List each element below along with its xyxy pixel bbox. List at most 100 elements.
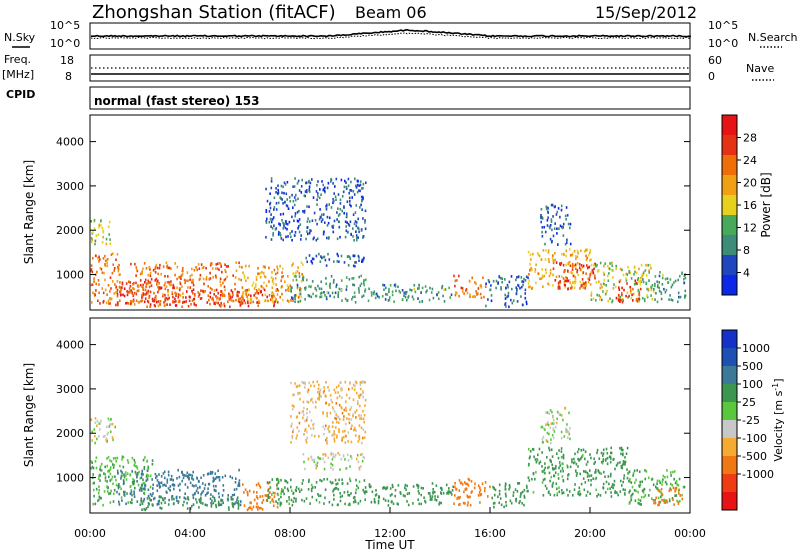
heatmap-cell: [547, 423, 550, 427]
heatmap-cell: [512, 491, 515, 494]
heatmap-cell: [567, 430, 570, 434]
heatmap-cell: [521, 490, 524, 494]
heatmap-cell: [169, 303, 171, 306]
heatmap-cell: [118, 503, 121, 506]
heatmap-cell: [602, 486, 604, 489]
heatmap-cell: [670, 471, 672, 474]
heatmap-cell: [526, 486, 528, 489]
heatmap-cell: [234, 282, 236, 286]
heatmap-cell: [607, 279, 610, 282]
heatmap-cell: [301, 277, 304, 280]
heatmap-cell: [125, 478, 128, 481]
heatmap-cell: [106, 464, 108, 468]
heatmap-cell: [329, 282, 331, 286]
heatmap-cell: [612, 269, 614, 272]
heatmap-cell: [684, 276, 687, 280]
heatmap-cell: [331, 406, 334, 409]
heatmap-cell: [331, 400, 333, 404]
heatmap-cell: [215, 301, 217, 304]
heatmap-cell: [609, 455, 612, 459]
heatmap-cell: [304, 381, 306, 385]
heatmap-cell: [541, 451, 543, 454]
heatmap-cell: [534, 477, 536, 481]
heatmap-cell: [311, 397, 313, 401]
heatmap-cell: [145, 292, 147, 296]
heatmap-cell: [439, 486, 442, 490]
heatmap-cell: [597, 470, 600, 473]
heatmap-cell: [109, 479, 111, 482]
heatmap-cell: [608, 482, 610, 486]
heatmap-cell: [265, 210, 268, 213]
heatmap-cell: [675, 487, 678, 490]
heatmap-cell: [565, 218, 567, 221]
heatmap-cell: [554, 279, 557, 282]
heatmap-cell: [224, 270, 227, 274]
heatmap-cell: [155, 263, 158, 267]
heatmap-cell: [290, 425, 293, 428]
heatmap-cell: [391, 500, 393, 503]
heatmap-cell: [544, 230, 547, 234]
heatmap-cell: [172, 502, 175, 506]
heatmap-cell: [348, 278, 351, 281]
heatmap-cell: [333, 260, 335, 263]
heatmap-cell: [610, 472, 612, 476]
heatmap-cell: [98, 260, 100, 263]
heatmap-cell: [236, 292, 238, 295]
heatmap-cell: [628, 491, 630, 494]
heatmap-cell: [252, 281, 255, 285]
heatmap-cell: [525, 300, 528, 304]
heatmap-cell: [323, 502, 325, 505]
heatmap-cell: [388, 290, 390, 293]
heatmap-cell: [684, 296, 686, 299]
heatmap-cell: [156, 484, 158, 487]
heatmap-cell: [110, 297, 113, 301]
heatmap-cell: [679, 500, 681, 503]
heatmap-cell: [638, 297, 640, 301]
heatmap-cell: [269, 201, 272, 205]
noise-sky-label: N.Sky: [4, 31, 36, 44]
heatmap-cell: [292, 185, 294, 188]
heatmap-cell: [336, 503, 339, 507]
heatmap-cell: [171, 497, 173, 501]
heatmap-cell: [115, 258, 117, 262]
heatmap-cell: [557, 281, 560, 285]
heatmap-cell: [207, 285, 209, 288]
heatmap-cell: [326, 414, 328, 418]
heatmap-cell: [188, 299, 191, 303]
heatmap-cell: [147, 282, 149, 285]
heatmap-cell: [585, 284, 587, 287]
heatmap-cell: [644, 469, 646, 472]
heatmap-cell: [172, 283, 175, 287]
heatmap-cell: [311, 458, 314, 462]
heatmap-cell: [129, 290, 131, 293]
heatmap-cell: [292, 299, 294, 302]
heatmap-cell: [361, 436, 364, 440]
heatmap-cell: [639, 480, 641, 484]
heatmap-cell: [295, 437, 298, 440]
heatmap-cell: [628, 294, 630, 298]
heatmap-cell: [303, 460, 305, 464]
heatmap-cell: [574, 255, 577, 258]
heatmap-cell: [209, 472, 212, 475]
heatmap-cell: [197, 263, 200, 266]
heatmap-cell: [634, 270, 636, 274]
heatmap-cell: [104, 434, 106, 438]
heatmap-cell: [655, 485, 657, 489]
heatmap-cell: [98, 485, 100, 488]
heatmap-cell: [658, 289, 661, 293]
heatmap-cell: [315, 254, 318, 258]
heatmap-cell: [287, 288, 289, 292]
heatmap-cell: [325, 297, 328, 301]
heatmap-cell: [345, 229, 348, 232]
heatmap-cell: [323, 255, 326, 259]
heatmap-cell: [566, 464, 569, 467]
heatmap-cell: [577, 457, 579, 461]
heatmap-cell: [670, 285, 673, 289]
heatmap-cell: [421, 286, 424, 290]
heatmap-cell: [142, 473, 144, 476]
heatmap-cell: [683, 485, 686, 489]
heatmap-cell: [215, 503, 217, 507]
heatmap-cell: [550, 203, 553, 207]
power-ylabel: Slant Range [km]: [22, 160, 36, 264]
heatmap-cell: [559, 224, 562, 228]
